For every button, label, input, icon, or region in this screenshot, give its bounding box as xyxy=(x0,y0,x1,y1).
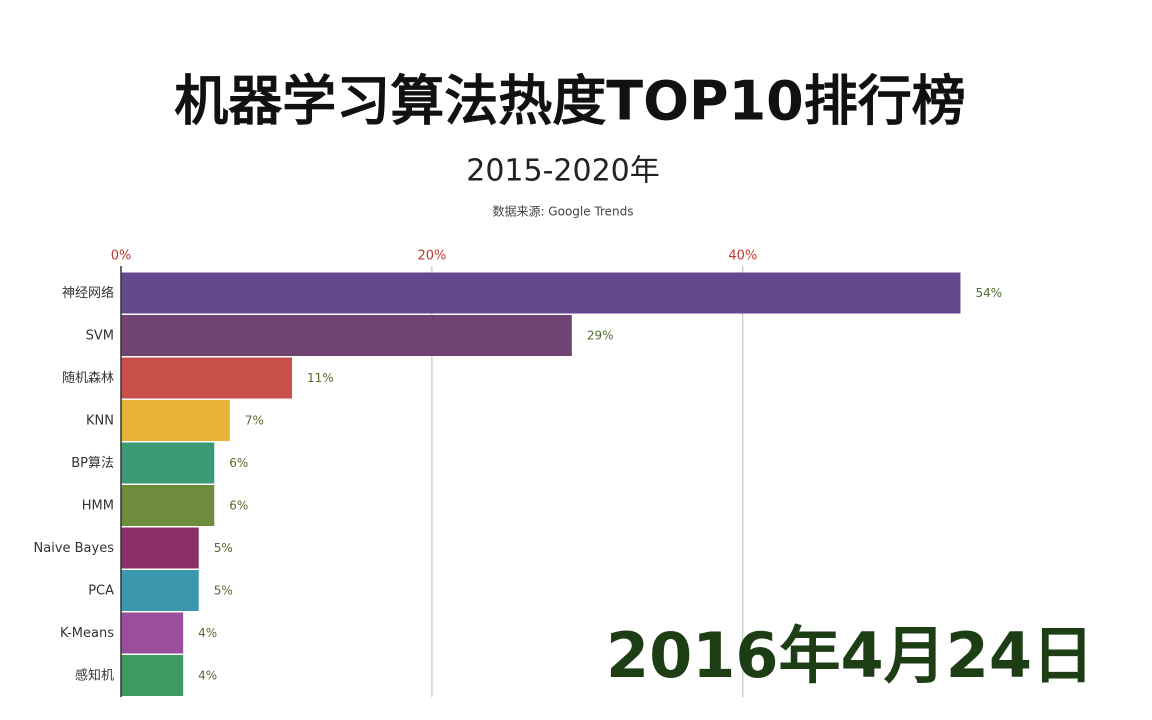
value-label: 6% xyxy=(229,498,248,512)
y-tick-label: PCA xyxy=(88,583,114,598)
value-label: 5% xyxy=(214,541,233,555)
bar xyxy=(121,442,215,484)
y-tick-label: SVM xyxy=(86,328,114,343)
value-label: 54% xyxy=(975,286,1002,300)
y-tick-label: 随机森林 xyxy=(62,371,114,386)
y-tick-label: Naive Bayes xyxy=(34,541,115,556)
bar xyxy=(121,570,199,611)
chart-subtitle: 2015-2020年 xyxy=(466,154,660,189)
date-annotation: 2016年4月24日 xyxy=(606,619,1094,692)
x-tick-label: 0% xyxy=(111,249,132,264)
value-label: 6% xyxy=(229,456,248,470)
y-tick-label: K-Means xyxy=(60,626,114,641)
bar xyxy=(121,612,184,654)
x-tick-label: 20% xyxy=(417,249,446,264)
bar xyxy=(121,655,184,696)
bar xyxy=(121,315,572,356)
y-tick-label: 神经网络 xyxy=(62,285,114,301)
bar xyxy=(121,357,292,399)
value-label: 29% xyxy=(587,328,614,342)
value-label: 7% xyxy=(245,413,264,427)
value-label: 5% xyxy=(214,583,233,597)
bar xyxy=(121,272,961,314)
source: 数据来源: Google Trends xyxy=(492,204,633,219)
chart-title: 机器学习算法热度TOP10排行榜 xyxy=(174,70,965,133)
y-tick-label: HMM xyxy=(82,498,114,513)
value-label: 4% xyxy=(198,626,217,640)
y-tick-label: KNN xyxy=(86,413,114,428)
value-label: 11% xyxy=(307,371,334,385)
bar xyxy=(121,485,215,526)
bar xyxy=(121,527,199,569)
bar xyxy=(121,400,230,441)
y-tick-label: 感知机 xyxy=(75,667,114,683)
y-tick-label: BP算法 xyxy=(71,456,114,471)
plot: 0% 20% 40% 神经网络 54% SVM 29% 随机森林 11% KNN 7% BP算法 6% H… xyxy=(34,249,1002,697)
x-tick-label: 40% xyxy=(728,249,757,264)
value-label: 4% xyxy=(198,668,217,682)
